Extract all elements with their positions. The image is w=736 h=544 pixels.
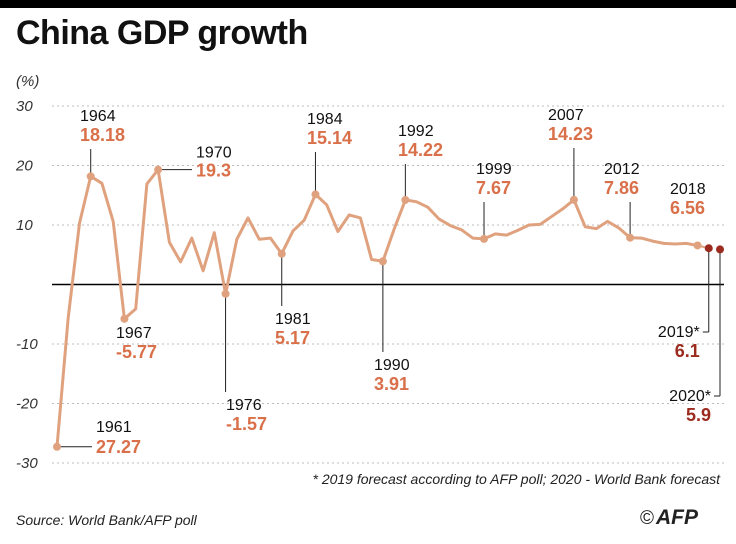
callout-value: 27.27 [96, 437, 141, 457]
data-point [277, 249, 286, 258]
data-point [626, 233, 635, 242]
callout-year: 1976 [226, 397, 262, 414]
chart-title: China GDP growth [16, 14, 308, 52]
callout-value: 19.3 [196, 161, 231, 181]
afp-logo: ©AFP [640, 506, 698, 530]
callout-value: -5.77 [116, 342, 157, 362]
callout-year: 2020* [669, 388, 711, 405]
callout-value: 14.23 [548, 124, 593, 144]
y-tick-label: -10 [16, 336, 38, 353]
callout-value: 7.67 [476, 178, 511, 198]
callout-value: -1.57 [226, 414, 267, 434]
callout-year: 1961 [96, 419, 132, 436]
y-tick-label: 20 [15, 158, 33, 175]
forecast-point [716, 245, 724, 254]
top-bar [0, 0, 736, 8]
callout-value: 5.9 [686, 405, 711, 425]
data-point [480, 234, 489, 243]
callout-year: 2018 [670, 181, 706, 198]
callout-year: 2012 [604, 161, 640, 178]
callout-year: 2019* [658, 324, 700, 341]
callout-year: 1999 [476, 161, 512, 178]
callout-year: 1990 [374, 357, 410, 374]
callout-value: 15.14 [307, 128, 352, 148]
copyright-symbol: © [640, 508, 654, 529]
data-point [569, 195, 578, 204]
callout-value: 3.91 [374, 374, 409, 394]
y-tick-label: -30 [16, 455, 38, 472]
data-point [693, 241, 702, 250]
data-point [154, 165, 163, 174]
forecast-point [704, 244, 713, 253]
callout-value: 14.22 [398, 140, 443, 160]
callout-year: 1964 [80, 108, 116, 125]
footnote: * 2019 forecast according to AFP poll; 2… [312, 471, 721, 487]
callout-value: 6.56 [670, 198, 705, 218]
y-tick-label: -20 [16, 396, 38, 413]
callout-value: 18.18 [80, 125, 125, 145]
callout-year: 1970 [196, 145, 232, 162]
data-point [378, 257, 387, 266]
data-point [120, 314, 129, 323]
callout-year: 1981 [275, 311, 311, 328]
callout-year: 1984 [307, 111, 343, 128]
callout-value: 6.1 [675, 341, 700, 361]
logo-text: AFP [656, 506, 698, 529]
data-point [311, 190, 320, 199]
y-axis-label: (%) [16, 73, 39, 90]
callout-value: 7.86 [604, 178, 639, 198]
gdp-series-line [55, 168, 699, 449]
y-tick-label: 10 [16, 217, 33, 234]
callout-year: 2007 [548, 107, 584, 124]
callout-year: 1992 [398, 123, 434, 140]
y-tick-label: 30 [16, 98, 33, 115]
callout-year: 1967 [116, 325, 152, 342]
data-point [53, 442, 61, 451]
data-point [221, 289, 230, 298]
data-point [86, 172, 95, 181]
data-point [401, 195, 410, 204]
callout-value: 5.17 [275, 328, 310, 348]
source-note: Source: World Bank/AFP poll [16, 512, 197, 528]
